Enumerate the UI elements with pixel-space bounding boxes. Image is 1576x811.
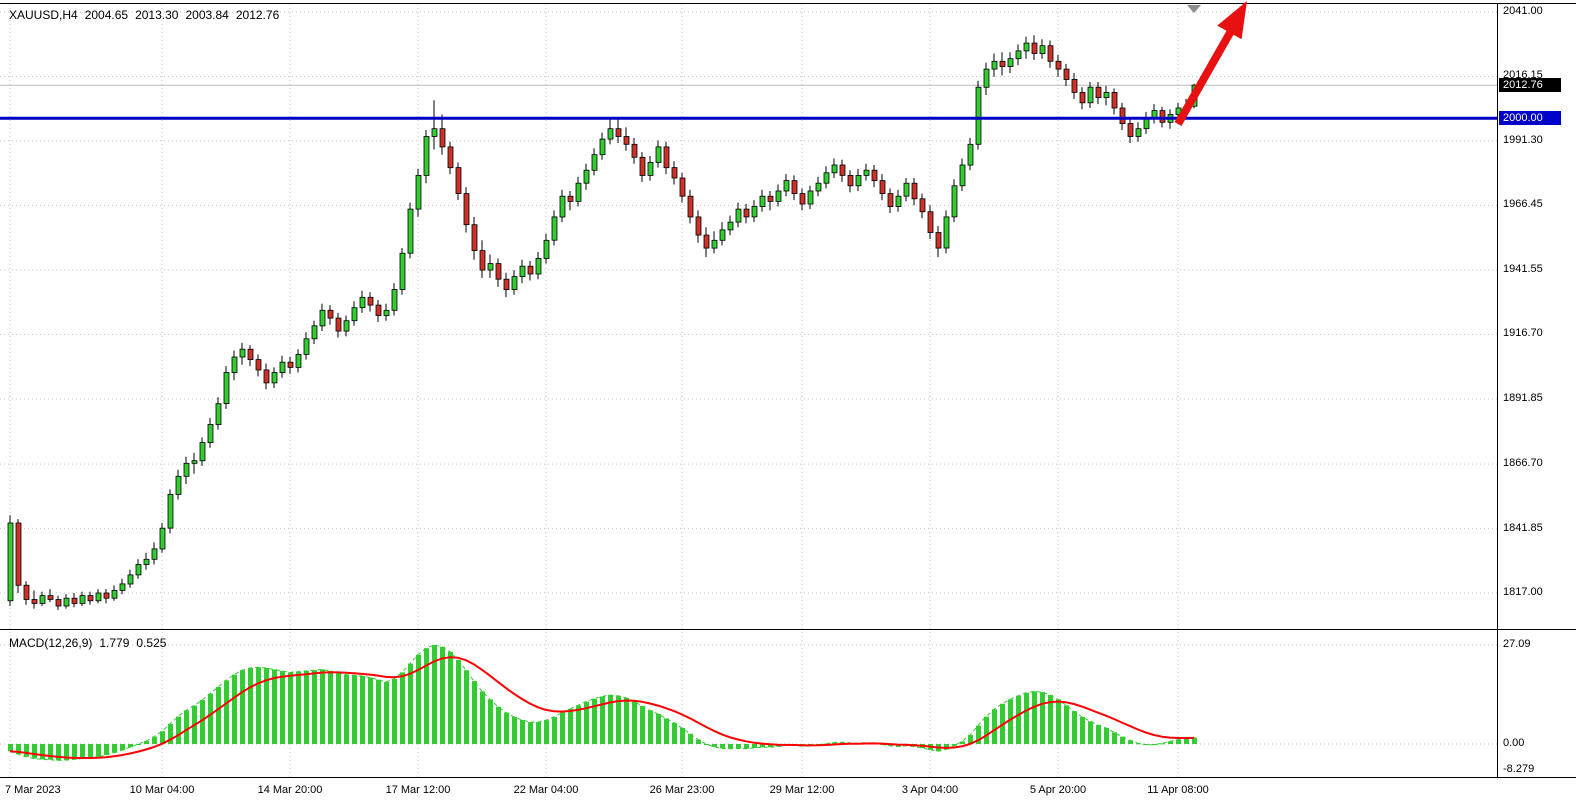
macd-signal-value: 0.525 [136, 636, 167, 650]
price-axis-label: 1866.70 [1503, 457, 1543, 469]
macd-name: MACD(12,26,9) [9, 636, 93, 650]
horizontal-line-price-badge: 2000.00 [1499, 111, 1561, 125]
chart-shift-triangle-icon[interactable] [1187, 5, 1201, 13]
trend-arrow-annotation[interactable] [1174, 1, 1247, 126]
macd-indicator [8, 644, 1197, 761]
time-axis-label: 10 Mar 04:00 [129, 784, 195, 796]
macd-axis-label: 27.09 [1503, 638, 1531, 650]
open-value: 2004.65 [84, 8, 129, 22]
price-axis-label: 1817.00 [1503, 586, 1543, 598]
time-axis-label: 5 Apr 20:00 [1029, 784, 1087, 796]
high-value: 2013.30 [135, 8, 179, 22]
grid-lines [0, 4, 1497, 777]
price-axis-label: 2041.00 [1503, 5, 1543, 17]
symbol-timeframe-label: XAUUSD,H4 [9, 8, 78, 22]
price-axis-label: 1991.30 [1503, 134, 1543, 146]
price-axis-label: 1916.70 [1503, 327, 1543, 339]
price-axis-label: 1841.85 [1503, 522, 1543, 534]
macd-indicator-label: MACD(12,26,9) 1.779 0.525 [9, 636, 173, 650]
time-axis-label: 26 Mar 23:00 [649, 784, 715, 796]
time-axis-label: 22 Mar 04:00 [513, 784, 579, 796]
time-axis-label: 3 Apr 04:00 [901, 784, 959, 796]
macd-axis-label: 0.00 [1503, 737, 1525, 749]
pane-borders [0, 3, 1576, 778]
time-axis-label: 17 Mar 12:00 [385, 784, 451, 796]
current-price-badge: 2012.76 [1499, 78, 1561, 92]
macd-axis-label: -8.279 [1503, 763, 1535, 775]
macd-signal-line [9, 656, 1195, 759]
chart-ohlc-info: XAUUSD,H4 2004.65 2013.30 2003.84 2012.76 [9, 8, 286, 22]
time-axis-label: 7 Mar 2023 [5, 784, 61, 796]
time-axis-label: 29 Mar 12:00 [769, 784, 835, 796]
macd-value: 1.779 [99, 636, 130, 650]
price-axis-label: 1941.55 [1503, 263, 1543, 275]
price-axis-label: 1966.45 [1503, 198, 1543, 210]
time-axis-label: 11 Apr 08:00 [1147, 784, 1209, 796]
time-axis-label: 14 Mar 20:00 [257, 784, 323, 796]
low-value: 2003.84 [185, 8, 229, 22]
price-axis-label: 1891.85 [1503, 392, 1543, 404]
close-value: 2012.76 [235, 8, 280, 22]
candlestick-series [7, 35, 1198, 610]
